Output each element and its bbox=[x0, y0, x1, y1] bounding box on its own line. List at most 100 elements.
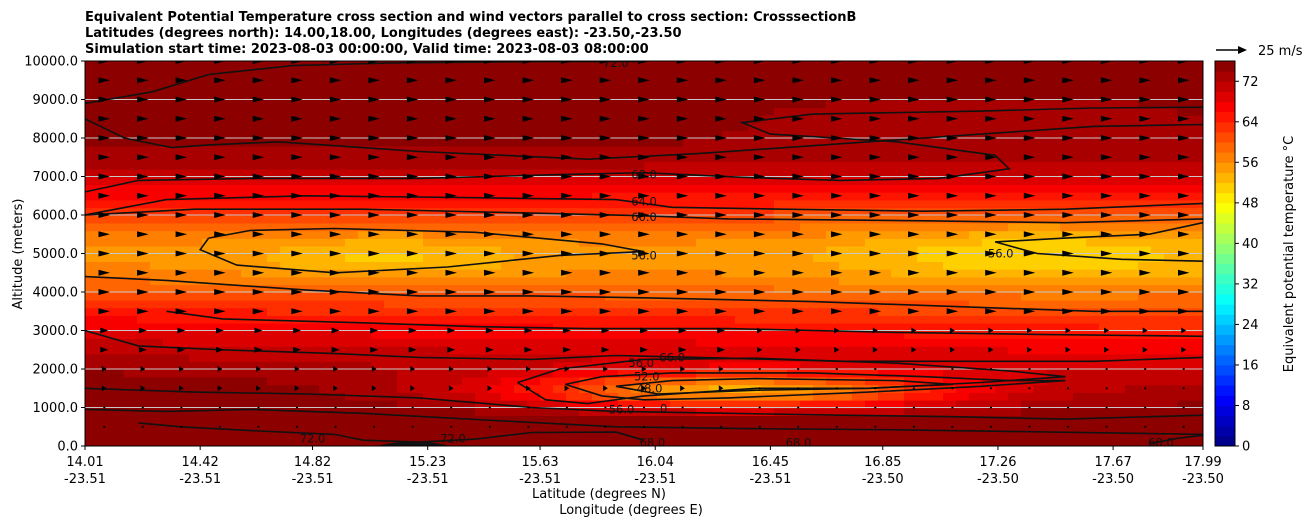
field-cell bbox=[1151, 84, 1165, 93]
field-cell bbox=[982, 99, 996, 108]
wind-vector bbox=[101, 366, 107, 372]
field-cell bbox=[605, 122, 619, 132]
field-cell bbox=[722, 207, 736, 216]
field-cell bbox=[1060, 238, 1074, 247]
field-cell bbox=[1086, 114, 1100, 124]
field-cell bbox=[163, 268, 177, 278]
field-cell bbox=[657, 361, 671, 370]
field-cell bbox=[1112, 207, 1126, 216]
field-cell bbox=[631, 415, 645, 424]
wind-vector bbox=[908, 289, 920, 295]
field-cell bbox=[605, 430, 619, 440]
field-cell bbox=[462, 361, 476, 370]
wind-vector bbox=[445, 173, 457, 180]
wind-vector bbox=[487, 366, 493, 372]
field-cell bbox=[696, 330, 710, 339]
field-cell bbox=[189, 99, 203, 108]
field-cell bbox=[475, 145, 489, 155]
field-cell bbox=[280, 422, 294, 432]
field-cell bbox=[579, 307, 593, 316]
field-cell bbox=[852, 230, 866, 239]
field-cell bbox=[1151, 338, 1165, 347]
wind-vector bbox=[715, 135, 727, 141]
field-cell bbox=[358, 61, 372, 70]
field-cell bbox=[774, 176, 788, 185]
field-cell bbox=[761, 207, 775, 216]
field-cell bbox=[514, 215, 528, 224]
field-cell bbox=[878, 407, 892, 416]
field-cell bbox=[202, 207, 216, 216]
field-cell bbox=[631, 315, 645, 324]
wind-vector bbox=[561, 115, 573, 122]
field-cell bbox=[761, 161, 775, 170]
field-cell bbox=[98, 199, 112, 209]
field-cell bbox=[1086, 438, 1100, 446]
field-cell bbox=[124, 338, 138, 347]
field-cell bbox=[488, 353, 502, 363]
field-cell bbox=[722, 376, 736, 386]
field-cell bbox=[1008, 230, 1022, 239]
field-cell bbox=[1047, 122, 1061, 132]
field-cell bbox=[657, 176, 671, 185]
field-cell bbox=[787, 145, 801, 155]
field-cell bbox=[891, 292, 905, 301]
field-cell bbox=[306, 307, 320, 316]
field-cell bbox=[384, 369, 398, 378]
field-cell bbox=[1125, 184, 1139, 193]
field-cell bbox=[267, 91, 281, 101]
field-cell bbox=[384, 261, 398, 270]
field-cell bbox=[852, 61, 866, 70]
field-cell bbox=[566, 253, 580, 262]
field-cell bbox=[475, 384, 489, 393]
contour-line bbox=[85, 408, 1203, 436]
field-cell bbox=[1177, 322, 1191, 332]
field-cell bbox=[605, 230, 619, 239]
field-cell bbox=[1086, 168, 1100, 178]
field-cell bbox=[696, 322, 710, 332]
field-cell bbox=[176, 369, 190, 378]
field-cell bbox=[722, 68, 736, 78]
field-cell bbox=[1151, 345, 1165, 355]
wind-vector bbox=[257, 406, 260, 409]
field-cell bbox=[774, 153, 788, 162]
field-cell bbox=[722, 230, 736, 239]
field-cell bbox=[1073, 299, 1087, 309]
field-cell bbox=[1151, 245, 1165, 255]
field-cell bbox=[956, 392, 970, 401]
field-cell bbox=[319, 84, 333, 93]
field-cell bbox=[891, 407, 905, 416]
field-cell bbox=[982, 222, 996, 232]
field-cell bbox=[189, 399, 203, 409]
field-cell bbox=[85, 91, 99, 101]
field-cell bbox=[878, 184, 892, 193]
field-cell bbox=[1008, 222, 1022, 232]
field-cell bbox=[1008, 84, 1022, 93]
field-cell bbox=[397, 322, 411, 332]
field-cell bbox=[163, 376, 177, 386]
field-cell bbox=[605, 353, 619, 363]
field-cell bbox=[345, 176, 359, 185]
x-tick-label-lat: 15.63 bbox=[521, 455, 558, 470]
field-cell bbox=[449, 230, 463, 239]
contour-label: 68.0 bbox=[786, 436, 812, 450]
field-cell bbox=[553, 268, 567, 278]
field-cell bbox=[618, 138, 632, 147]
field-cell bbox=[475, 122, 489, 132]
title-line-1: Equivalent Potential Temperature cross s… bbox=[85, 10, 856, 25]
field-cell bbox=[904, 369, 918, 378]
field-cell bbox=[631, 176, 645, 185]
field-cell bbox=[150, 184, 164, 193]
field-cell bbox=[683, 130, 697, 139]
field-cell bbox=[306, 76, 320, 85]
field-cell bbox=[826, 107, 840, 116]
field-cell bbox=[852, 199, 866, 209]
field-cell bbox=[462, 253, 476, 262]
field-cell bbox=[566, 284, 580, 293]
field-cell bbox=[1008, 184, 1022, 193]
field-cell bbox=[696, 99, 710, 108]
field-cell bbox=[228, 299, 242, 309]
wind-vector bbox=[599, 308, 612, 315]
field-cell bbox=[1177, 261, 1191, 270]
field-cell bbox=[787, 392, 801, 401]
field-cell bbox=[488, 130, 502, 139]
